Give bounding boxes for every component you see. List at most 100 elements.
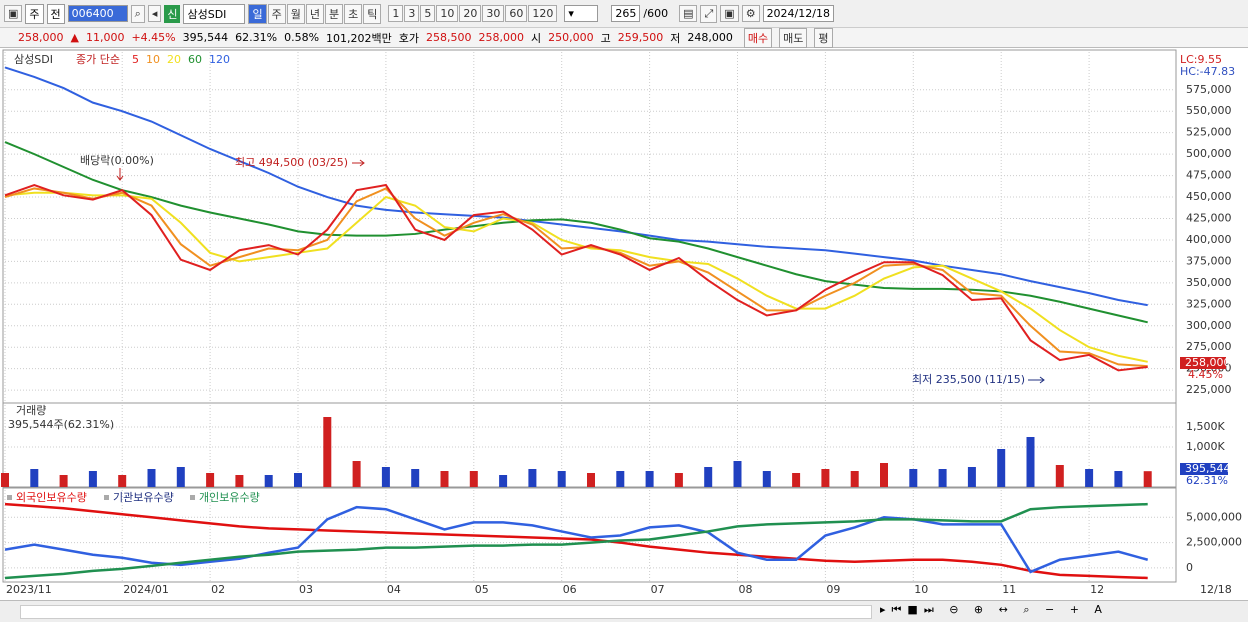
period-button[interactable]: 초 xyxy=(344,3,363,24)
right-label: LC:9.55 xyxy=(1180,53,1222,66)
scroll-track[interactable] xyxy=(20,605,872,619)
count[interactable]: 265 xyxy=(611,5,641,22)
panel-subtitle: 395,544주(62.31%) xyxy=(8,418,114,431)
y-tick-label: 400,000 xyxy=(1186,233,1232,246)
code-input[interactable]: 006400 xyxy=(67,5,128,22)
x-tick-label: 03 xyxy=(299,583,313,596)
series-line xyxy=(4,502,1148,580)
trade-button[interactable]: 매도 xyxy=(779,27,808,48)
step-button[interactable]: 3 xyxy=(404,5,420,22)
step-button[interactable]: 5 xyxy=(420,5,436,22)
trade-button[interactable]: 평 xyxy=(814,27,833,48)
stock-name[interactable]: 삼성SDI xyxy=(183,3,246,24)
total: /600 xyxy=(643,7,669,20)
x-tick-label: 09 xyxy=(826,583,840,596)
x-tick-label: 04 xyxy=(387,583,401,596)
last-box xyxy=(1180,357,1226,369)
legend-item: 5 xyxy=(132,53,139,66)
volume-bar xyxy=(440,471,449,487)
chart-name: 삼성SDI xyxy=(14,53,53,66)
tool-icon[interactable]: ⤢ xyxy=(700,4,718,23)
x-tick-label: 2023/11 xyxy=(6,583,52,596)
annotation: 최고 494,500 (03/25) xyxy=(235,156,348,169)
volume-bar xyxy=(264,475,273,487)
chart: 225,000250,000275,000300,000325,000350,0… xyxy=(0,48,1248,600)
quote-item: 고 xyxy=(600,31,611,45)
series-line xyxy=(4,502,1148,580)
series-line xyxy=(4,187,1148,368)
y-tick-label: 375,000 xyxy=(1186,254,1232,267)
legend-marker xyxy=(104,495,109,500)
last-label: 395,544 xyxy=(1185,462,1231,475)
quote-bar: 258,000 ▲ 11,000 +4.45% 395,544 62.31% 0.58% 10… xyxy=(0,27,1248,48)
volume-bar xyxy=(176,467,185,487)
volume-bar xyxy=(557,471,566,487)
quote-item: 저 xyxy=(670,31,681,45)
volume-bar xyxy=(645,471,654,487)
search-icon[interactable]: ⌕ xyxy=(130,4,145,23)
volume-bar xyxy=(1114,471,1123,487)
type-select[interactable]: 주 xyxy=(25,3,44,24)
date[interactable]: 2024/12/18 xyxy=(762,5,834,22)
x-tick-label: 12 xyxy=(1090,583,1104,596)
volume-bar xyxy=(938,469,947,487)
y-tick-label: 1,000K xyxy=(1186,440,1225,453)
x-end-label: 12/18 xyxy=(1200,583,1232,596)
tool-icon[interactable]: ▣ xyxy=(720,5,739,22)
step-button[interactable]: 60 xyxy=(505,5,528,22)
quote-item: 258,000 xyxy=(478,31,525,44)
annotation: 최저 235,500 (11/15) xyxy=(912,373,1025,386)
arrow xyxy=(116,168,124,181)
period-button[interactable]: 주 xyxy=(267,3,286,24)
x-tick-label: 02 xyxy=(211,583,225,596)
volume-bar xyxy=(762,471,771,487)
blank-select[interactable]: ▾ xyxy=(564,5,599,22)
step-group: 1 3 5 10 20 30 60 120 xyxy=(388,5,558,22)
quote-item: 11,000 xyxy=(85,31,125,44)
last-box xyxy=(1180,463,1228,475)
quote-item: 250,000 xyxy=(548,31,594,44)
nav-icons[interactable]: ▸⏮■⏭ ⊖ ⊕ ↔ ⌕ − + A xyxy=(880,603,1108,616)
volume-bar xyxy=(616,471,625,487)
period-button[interactable]: 분 xyxy=(324,3,344,24)
trade-button[interactable]: 매수 xyxy=(743,27,773,48)
volume-bar xyxy=(88,471,97,487)
volume-bar xyxy=(147,469,156,487)
quote-item: 259,500 xyxy=(617,31,664,44)
volume-bar xyxy=(352,461,361,487)
quote-item: ▲ xyxy=(70,31,79,44)
plot-bg xyxy=(0,48,1248,600)
y-tick-label: 1,500K xyxy=(1186,420,1225,433)
panel-title: 거래량 xyxy=(16,404,46,417)
volume-bar xyxy=(1143,471,1152,487)
menu-icon[interactable]: ▣ xyxy=(4,5,23,22)
tool-icon[interactable]: ⚙ xyxy=(741,5,760,22)
period-button[interactable]: 년 xyxy=(305,3,324,24)
x-tick-label: 06 xyxy=(563,583,577,596)
volume-bar xyxy=(59,475,68,487)
quote-item: 101,202백만 xyxy=(326,31,392,45)
step-button[interactable]: 10 xyxy=(436,5,459,22)
period-button[interactable]: 월 xyxy=(286,3,305,24)
volume-bar xyxy=(997,449,1006,487)
y-tick-label: 425,000 xyxy=(1186,211,1232,224)
y-tick-label: 5,000,000 xyxy=(1186,510,1242,523)
series-line xyxy=(4,505,1149,574)
volume-bar xyxy=(821,469,830,487)
period-button[interactable]: 일 xyxy=(248,3,267,24)
step-button[interactable]: 1 xyxy=(388,5,404,22)
x-tick-label: 08 xyxy=(739,583,753,596)
y-tick-label: 550,000 xyxy=(1186,104,1232,117)
step-button[interactable]: 120 xyxy=(528,5,558,22)
volume-bar xyxy=(469,471,478,487)
volume-bar xyxy=(1055,465,1064,487)
volume-bar xyxy=(733,461,742,487)
type-select[interactable]: 전 xyxy=(46,3,65,24)
sound-icon[interactable]: ◂ xyxy=(147,5,162,22)
period-button[interactable]: 틱 xyxy=(363,3,382,24)
volume-bar xyxy=(967,467,976,487)
step-button[interactable]: 20 xyxy=(459,5,482,22)
step-button[interactable]: 30 xyxy=(482,5,505,22)
tool-icon[interactable]: ▤ xyxy=(679,5,698,22)
